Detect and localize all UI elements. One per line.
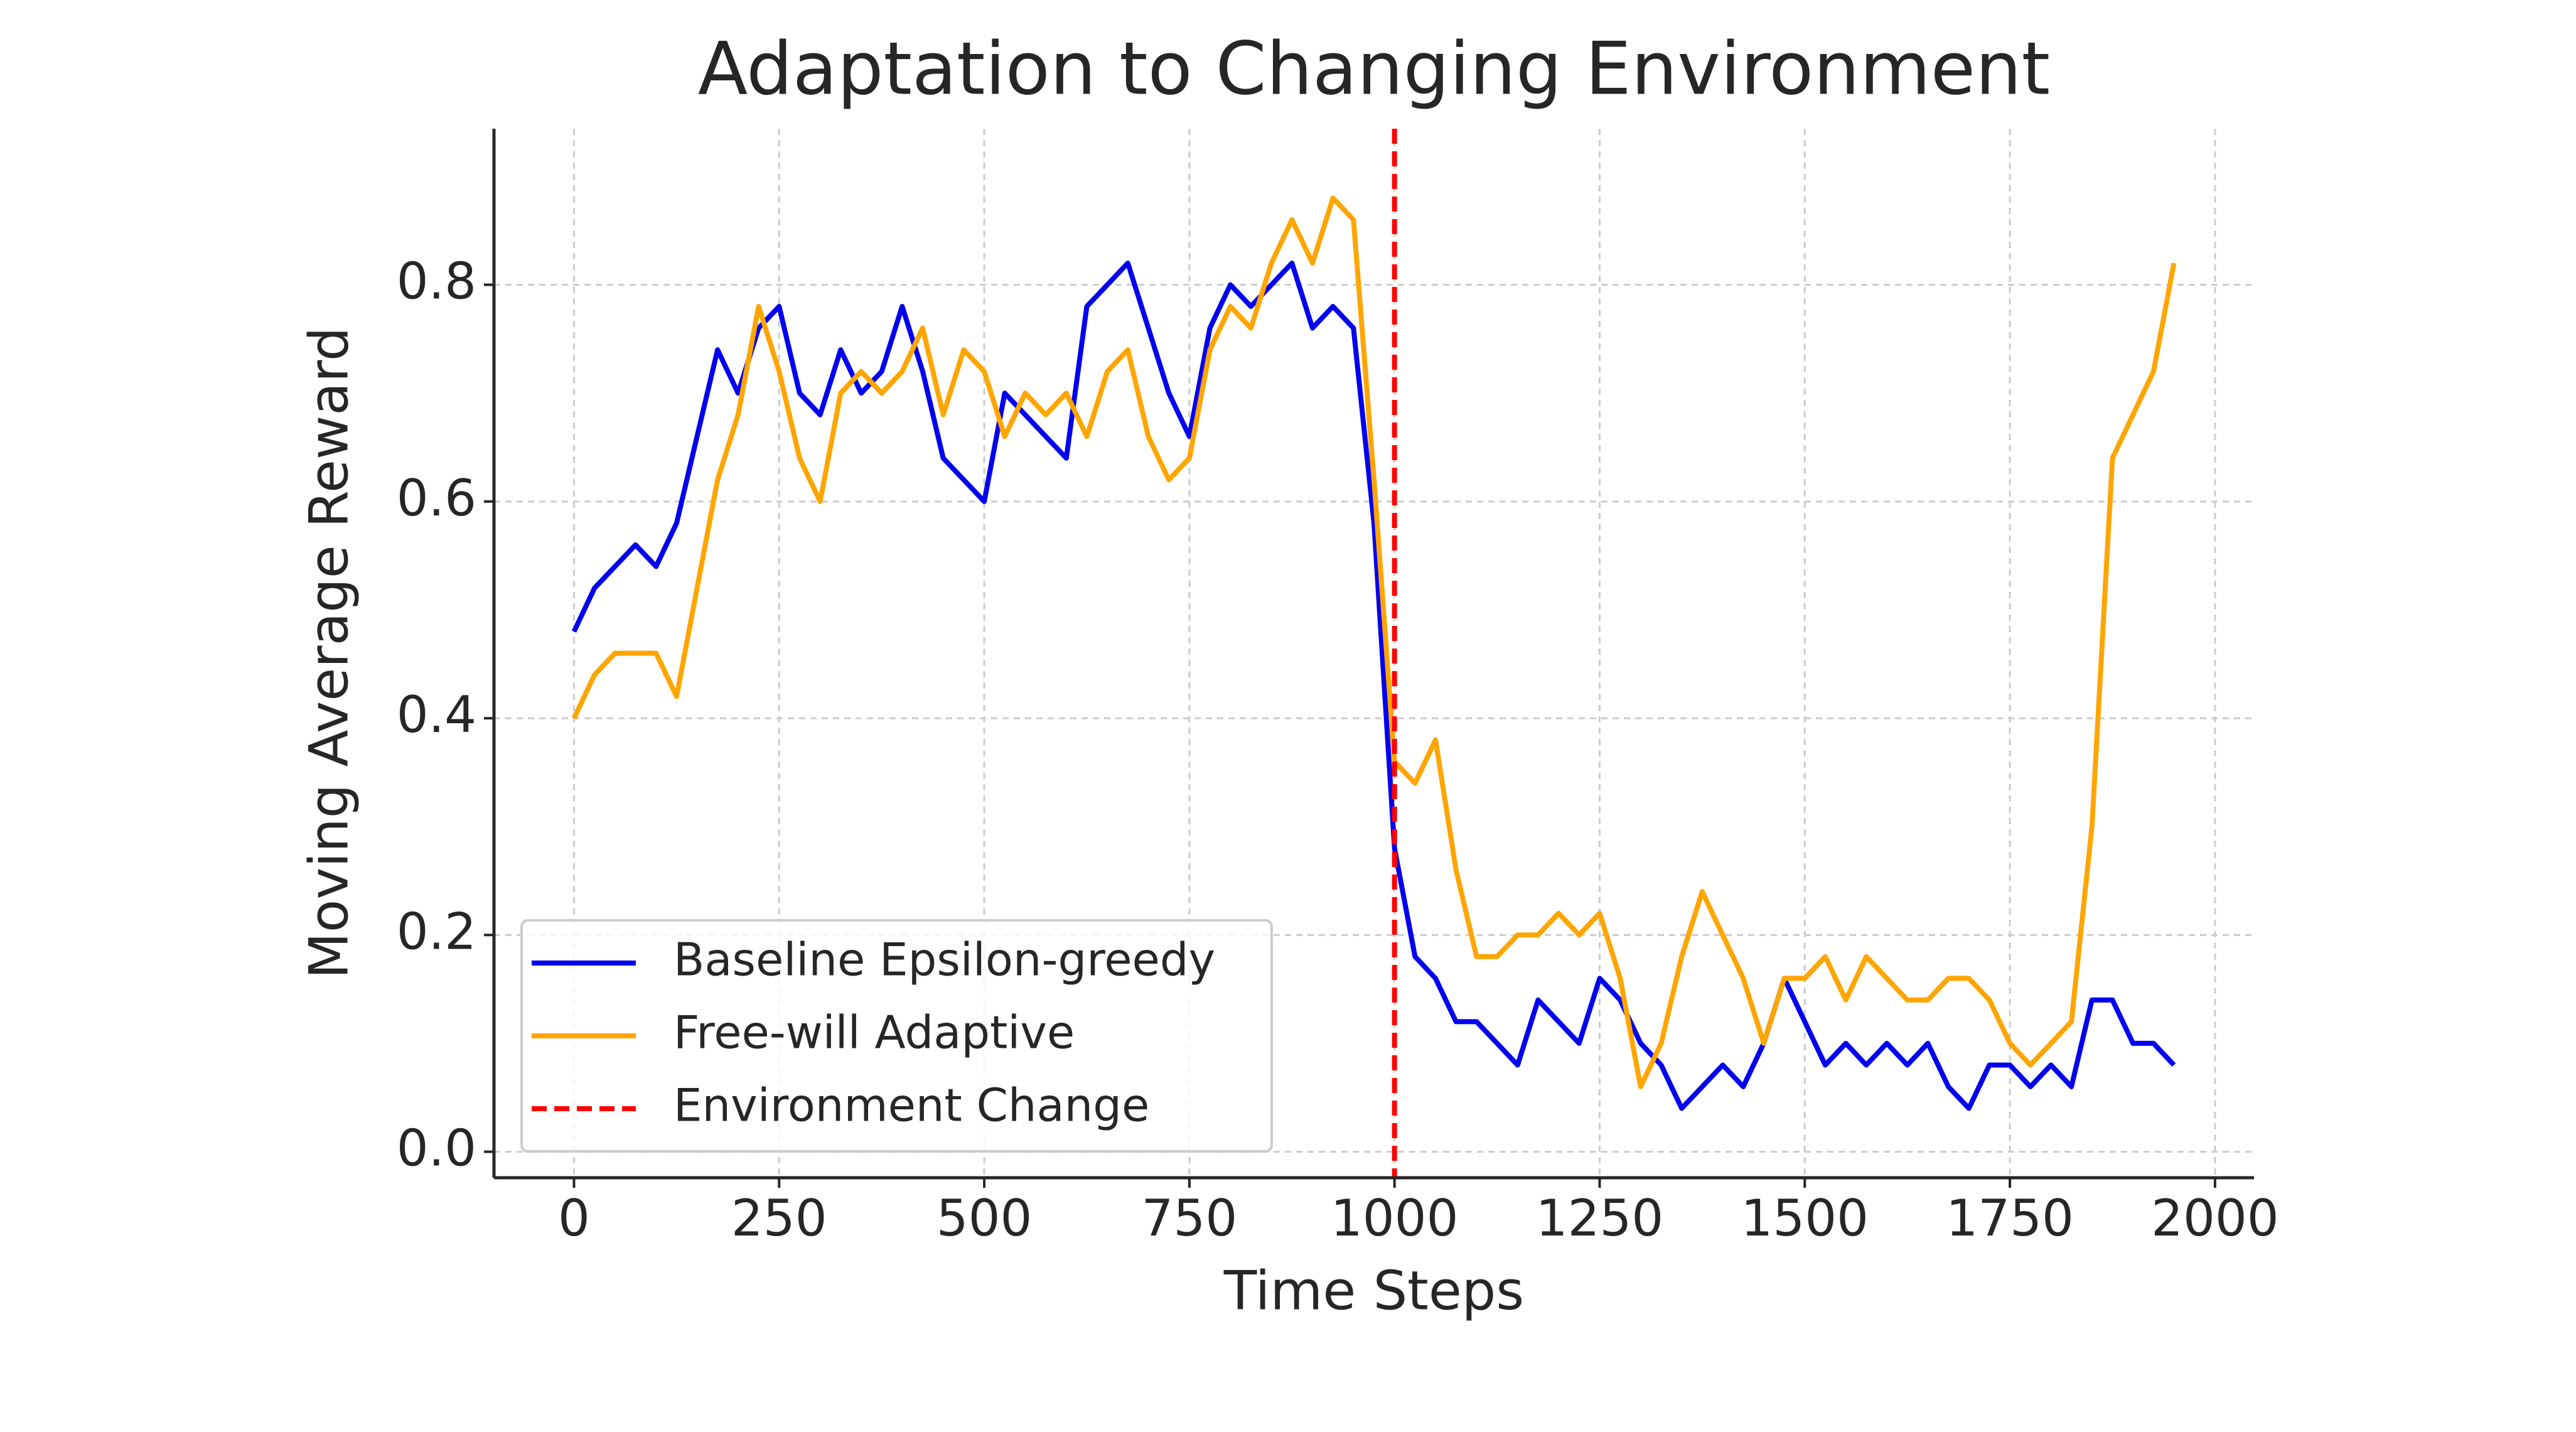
y-tick-label: 0.4: [397, 686, 476, 744]
series-line: [571, 261, 2176, 1111]
y-tick-label: 0.2: [397, 902, 476, 961]
x-tick-label: 750: [1142, 1189, 1238, 1247]
x-tick-label: 1000: [1331, 1189, 1459, 1247]
y-axis-label: Moving Average Reward: [298, 327, 360, 979]
x-tick-label: 1500: [1741, 1189, 1869, 1247]
x-tick-label: 500: [936, 1189, 1033, 1247]
series-line: [571, 195, 2177, 1089]
x-tick-label: 1250: [1536, 1189, 1664, 1247]
x-tick-label: 1750: [1946, 1189, 2074, 1247]
legend-frame: [520, 919, 1273, 1153]
legend-label: Free-will Adaptive: [674, 1006, 1075, 1059]
x-tick-label: 0: [558, 1189, 590, 1247]
legend-label: Environment Change: [674, 1079, 1149, 1132]
legend-label: Baseline Epsilon-greedy: [674, 934, 1215, 986]
legend: Baseline Epsilon-greedy Free-will Adaptiv…: [520, 919, 1273, 1153]
x-tick-label: 2000: [2151, 1189, 2279, 1247]
y-tick-label: 0.0: [397, 1119, 476, 1178]
y-tick-label: 0.6: [397, 469, 476, 527]
x-axis-label: Time Steps: [1223, 1259, 1524, 1322]
x-tick-label: 250: [731, 1189, 827, 1247]
y-tick-label: 0.8: [397, 252, 476, 311]
chart-title: Adaptation to Changing Environment: [698, 27, 2050, 112]
